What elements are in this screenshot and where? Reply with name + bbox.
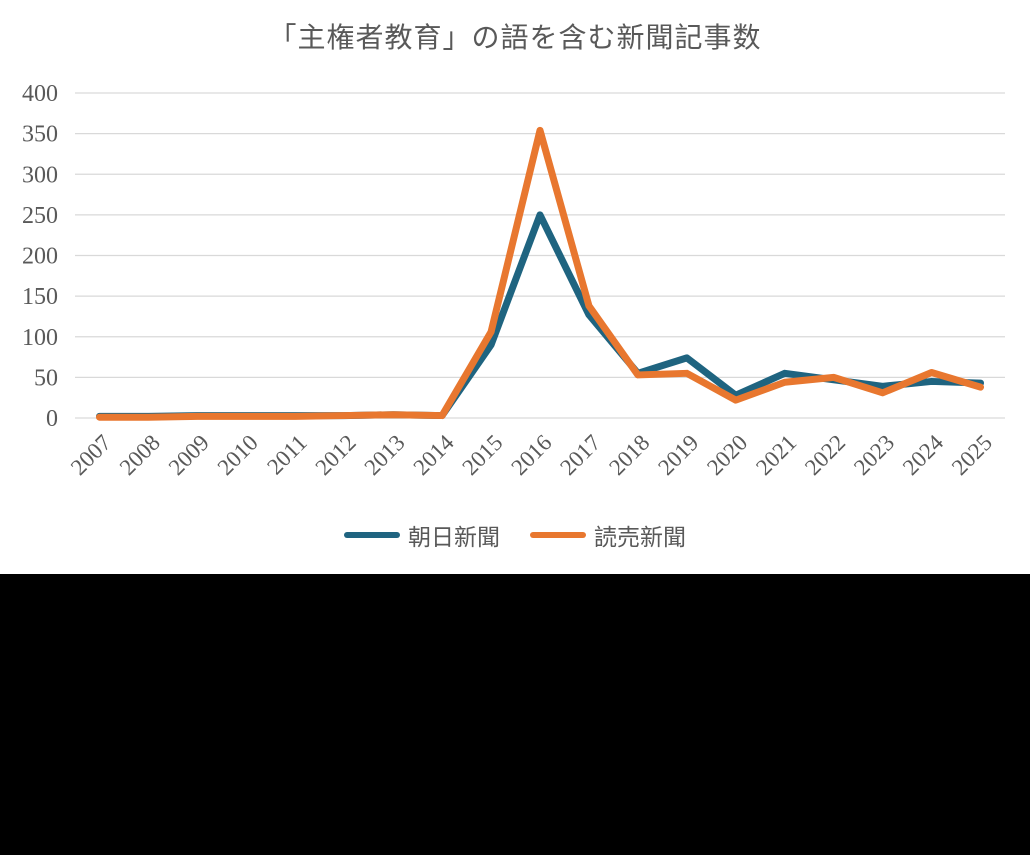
svg-text:400: 400 <box>22 81 58 107</box>
svg-text:2016: 2016 <box>506 430 556 480</box>
asahi-line-swatch <box>344 532 400 538</box>
svg-text:2023: 2023 <box>849 430 899 480</box>
svg-text:100: 100 <box>22 325 58 351</box>
svg-text:2013: 2013 <box>359 430 409 480</box>
yomiuri-legend-label: 読売新聞 <box>594 525 686 550</box>
svg-text:2014: 2014 <box>408 430 459 481</box>
svg-text:2010: 2010 <box>213 430 263 480</box>
yomiuri-line-swatch <box>530 532 586 538</box>
svg-text:150: 150 <box>22 284 58 310</box>
line-chart: 0 50 100 150 200 250 300 350 400 2007200820092010… <box>22 81 1005 481</box>
svg-text:2007: 2007 <box>66 430 116 480</box>
svg-text:2015: 2015 <box>457 430 507 480</box>
svg-text:300: 300 <box>22 162 58 188</box>
black-letterbox <box>0 574 1030 855</box>
svg-text:2021: 2021 <box>751 430 801 480</box>
svg-text:350: 350 <box>22 122 58 148</box>
svg-text:200: 200 <box>22 244 58 270</box>
chart-title: 「主権者教育」の語を含む新聞記事数 <box>268 23 762 54</box>
svg-text:50: 50 <box>34 365 58 391</box>
svg-text:0: 0 <box>46 406 58 432</box>
svg-text:2017: 2017 <box>555 430 605 480</box>
svg-text:2019: 2019 <box>653 430 703 480</box>
legend-item-yomiuri: 読売新聞 <box>530 518 686 552</box>
line-chart-area: 「主権者教育」の語を含む新聞記事数 0 50 100 150 200 250 300 350 4… <box>0 23 1030 551</box>
svg-text:250: 250 <box>22 203 58 229</box>
svg-text:2012: 2012 <box>311 430 361 480</box>
svg-text:2020: 2020 <box>702 430 752 480</box>
svg-text:2024: 2024 <box>898 430 949 481</box>
svg-text:2018: 2018 <box>604 430 654 480</box>
legend-item-asahi: 朝日新聞 <box>344 518 500 552</box>
svg-text:2008: 2008 <box>115 430 165 480</box>
svg-text:2025: 2025 <box>947 430 997 480</box>
svg-text:2022: 2022 <box>800 430 850 480</box>
asahi-legend-label: 朝日新聞 <box>408 525 500 550</box>
chart-legend: 朝日新聞 読売新聞 <box>0 519 1030 551</box>
svg-text:2009: 2009 <box>164 430 214 480</box>
svg-text:2011: 2011 <box>262 430 312 480</box>
